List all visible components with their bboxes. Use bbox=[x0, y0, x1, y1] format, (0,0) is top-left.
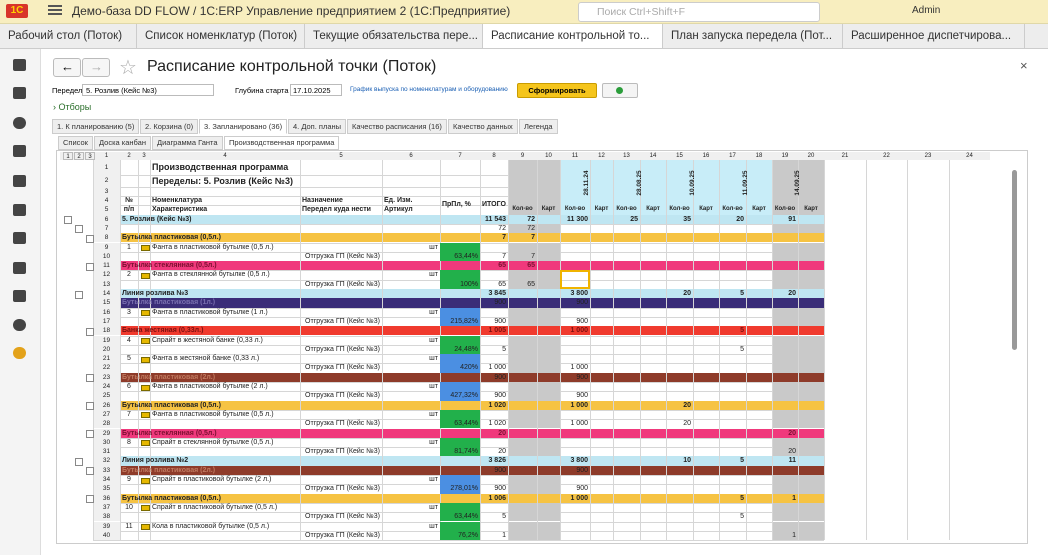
subtab[interactable]: Доска канбан bbox=[94, 136, 151, 150]
subtab[interactable]: Список bbox=[58, 136, 93, 150]
button[interactable] bbox=[602, 83, 638, 98]
user[interactable]: Admin bbox=[912, 5, 941, 16]
report-link[interactable]: График выпуска по номенклатурам и оборуд… bbox=[350, 86, 508, 93]
filters-label: Отборы bbox=[58, 102, 92, 112]
peredel-field[interactable]: 5. Розлив (Кейс №3) bbox=[82, 84, 214, 96]
icon[interactable] bbox=[13, 262, 26, 274]
subtab[interactable]: Диаграмма Ганта bbox=[152, 136, 223, 150]
tab[interactable]: Расширенное диспетчирова... bbox=[843, 24, 1025, 48]
close[interactable]: × bbox=[1020, 58, 1028, 73]
icon[interactable] bbox=[13, 204, 26, 216]
tab[interactable]: Рабочий стол (Поток) bbox=[0, 24, 137, 48]
spreadsheet-frame bbox=[56, 150, 1028, 544]
top-bar: 1С Демо-база DD FLOW / 1C:ERP Управление… bbox=[0, 0, 1048, 24]
generate-button[interactable]: Сформировать bbox=[517, 83, 597, 98]
label: Глубина старта bbox=[235, 86, 289, 95]
tab-bar: Рабочий стол (Поток) Список номенклатур (… bbox=[0, 24, 1048, 49]
icon[interactable] bbox=[13, 59, 26, 71]
back[interactable]: ← bbox=[53, 58, 81, 77]
icon[interactable] bbox=[13, 175, 26, 187]
icon[interactable] bbox=[13, 232, 26, 244]
icon[interactable] bbox=[13, 87, 26, 99]
icon[interactable] bbox=[13, 347, 26, 359]
icon[interactable] bbox=[13, 117, 26, 129]
tab[interactable]: План запуска передела (Пот... bbox=[663, 24, 843, 48]
tab[interactable]: 1. К планированию (5) bbox=[52, 119, 140, 134]
app-title: Демо-база DD FLOW / 1C:ERP Управление пр… bbox=[72, 4, 511, 18]
tab[interactable]: Расписание контрольной то... bbox=[483, 24, 663, 48]
menu[interactable] bbox=[48, 5, 62, 7]
label: Передел bbox=[52, 86, 83, 95]
logo[interactable]: 1С bbox=[6, 4, 28, 18]
tab[interactable]: Качество данных bbox=[448, 119, 518, 134]
depth-field[interactable]: 17.10.2025 bbox=[290, 84, 342, 96]
filters[interactable]: › Отборы bbox=[53, 102, 92, 112]
tab[interactable]: 4. Доп. планы bbox=[288, 119, 347, 134]
forward[interactable]: → bbox=[82, 58, 110, 77]
tab[interactable]: Качество расписания (16) bbox=[347, 119, 447, 134]
subtab[interactable]: Производственная программа bbox=[224, 136, 340, 150]
tab[interactable]: Список номенклатур (Поток) bbox=[137, 24, 305, 48]
tab[interactable]: Легенда bbox=[519, 119, 558, 134]
icon[interactable] bbox=[13, 319, 26, 331]
tab[interactable]: Текущие обязательства пере... bbox=[305, 24, 483, 48]
tab[interactable]: 3. Запланировано (36) bbox=[199, 119, 288, 134]
sidebar bbox=[0, 49, 41, 555]
icon[interactable] bbox=[13, 145, 26, 157]
search[interactable]: Поиск Ctrl+Shift+F bbox=[578, 2, 820, 22]
scrollbar[interactable] bbox=[1012, 170, 1017, 350]
favorite[interactable]: ☆ bbox=[119, 57, 137, 79]
tab[interactable]: 2. Корзина (0) bbox=[140, 119, 199, 134]
search-placeholder: Поиск Ctrl+Shift+F bbox=[597, 6, 686, 18]
form-title: Расписание контрольной точки (Поток) bbox=[147, 58, 437, 75]
icon[interactable] bbox=[13, 290, 26, 302]
